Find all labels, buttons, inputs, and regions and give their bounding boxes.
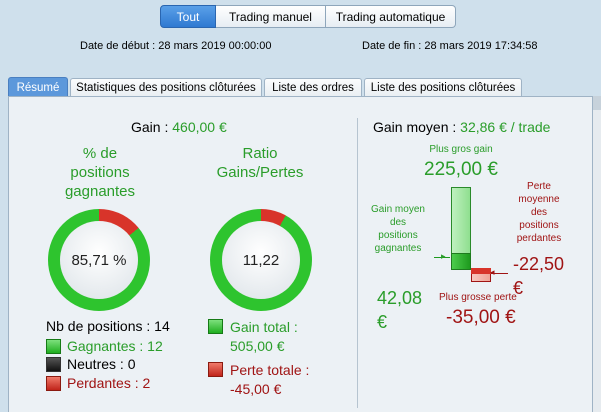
- average-win-bar: [451, 253, 471, 270]
- positions-count: Nb de positions : 14: [46, 318, 170, 334]
- win-rate-title-line1: % de: [82, 145, 118, 162]
- gain-value: 460,00 €: [172, 119, 227, 135]
- scrollbar-thumb[interactable]: [593, 96, 601, 110]
- avg-loss-caption-line1: Perte: [527, 181, 551, 192]
- total-loss-value: -45,00 €: [230, 381, 282, 397]
- avg-loss-value-line1: -22,50: [513, 254, 565, 274]
- tab-closed-list[interactable]: Liste des positions clôturées: [364, 78, 522, 97]
- ratio-title-line1: Ratio: [242, 145, 278, 162]
- total-gain-label: Gain total :: [230, 319, 298, 335]
- avg-loss-caption-line5: perdantes: [516, 233, 562, 244]
- start-date-label: Date de début :: [80, 40, 156, 52]
- losers-swatch: [46, 376, 61, 391]
- tab-trading-automatique[interactable]: Trading automatique: [326, 5, 456, 28]
- avg-loss-arrow-icon: ◂: [490, 267, 495, 277]
- avg-win-value-line2: €: [377, 312, 388, 332]
- win-rate-value: 85,71 %: [60, 221, 138, 299]
- tab-trading-manuel[interactable]: Trading manuel: [216, 5, 326, 28]
- gain-label: Gain :: [131, 119, 169, 135]
- start-date: Date de début : 28 mars 2019 00:00:00: [80, 40, 271, 52]
- win-rate-title: % de positions gagnantes: [40, 144, 160, 201]
- end-date-value: 28 mars 2019 17:34:58: [424, 40, 538, 52]
- start-date-value: 28 mars 2019 00:00:00: [158, 40, 272, 52]
- biggest-gain-value: 225,00 €: [424, 159, 498, 180]
- average-gain-label: Gain moyen :: [373, 119, 457, 135]
- mode-selector: Tout Trading manuel Trading automatique: [160, 5, 456, 28]
- ratio-value: 11,22: [222, 221, 300, 299]
- win-rate-donut: 85,71 %: [48, 209, 150, 311]
- neutral-swatch: [46, 357, 61, 372]
- total-gain-swatch: [208, 319, 223, 334]
- tab-resume[interactable]: Résumé: [8, 77, 68, 97]
- avg-loss-caption: Perte moyenne des positions perdantes: [504, 180, 574, 245]
- average-loss-bar: [471, 268, 491, 274]
- avg-loss-value: -22,50 €: [513, 252, 564, 300]
- total-loss: Perte totale : -45,00 €: [230, 361, 309, 399]
- avg-loss-arrow: [491, 273, 508, 274]
- gain-line: Gain : 460,00 €: [131, 119, 227, 135]
- win-rate-title-line3: gagnantes: [64, 183, 136, 200]
- avg-loss-caption-line4: positions: [519, 220, 559, 231]
- panel-divider: [357, 118, 358, 408]
- winners-count: Gagnantes : 12: [67, 338, 163, 354]
- avg-win-caption-line3: positions: [378, 230, 418, 241]
- neutral-count: Neutres : 0: [67, 356, 136, 372]
- scrollbar[interactable]: [593, 96, 601, 412]
- biggest-loss-label: Plus grosse perte: [439, 292, 517, 303]
- biggest-gain-label: Plus gros gain: [429, 144, 493, 155]
- total-loss-label: Perte totale :: [230, 362, 310, 378]
- average-gain-line: Gain moyen : 32,86 € / trade: [373, 119, 550, 135]
- total-loss-swatch: [208, 362, 223, 377]
- avg-win-arrow: [434, 257, 450, 258]
- ratio-title-line2: Gains/Pertes: [216, 164, 304, 181]
- tab-orders[interactable]: Liste des ordres: [264, 78, 362, 97]
- view-tabs: Résumé Statistiques des positions clôtur…: [8, 77, 524, 97]
- end-date-label: Date de fin :: [362, 40, 422, 52]
- avg-win-arrow-icon: ▸: [441, 251, 446, 261]
- tab-tout[interactable]: Tout: [160, 5, 216, 28]
- average-gain-value: 32,86 € / trade: [460, 119, 551, 135]
- total-gain: Gain total : 505,00 €: [230, 318, 298, 356]
- biggest-loss-value: -35,00 €: [446, 307, 516, 328]
- avg-loss-caption-line2: moyenne: [518, 194, 560, 205]
- losers-count: Perdantes : 2: [67, 375, 151, 391]
- avg-loss-caption-line3: des: [530, 207, 548, 218]
- tab-closed-stats[interactable]: Statistiques des positions clôturées: [70, 78, 262, 97]
- winners-swatch: [46, 339, 61, 354]
- win-rate-title-line2: positions: [70, 164, 130, 181]
- avg-win-caption-line4: gagnantes: [374, 243, 422, 254]
- avg-win-caption: Gain moyen des positions gagnantes: [363, 203, 433, 255]
- avg-win-caption-line1: Gain moyen: [371, 204, 425, 215]
- avg-loss-value-line2: €: [513, 278, 524, 298]
- avg-win-caption-line2: des: [389, 217, 407, 228]
- ratio-donut: 11,22: [210, 209, 312, 311]
- total-gain-value: 505,00 €: [230, 338, 285, 354]
- ratio-title: Ratio Gains/Pertes: [200, 144, 320, 182]
- avg-win-value-line1: 42,08: [377, 288, 423, 308]
- end-date: Date de fin : 28 mars 2019 17:34:58: [362, 40, 538, 52]
- avg-win-value: 42,08 €: [377, 286, 422, 334]
